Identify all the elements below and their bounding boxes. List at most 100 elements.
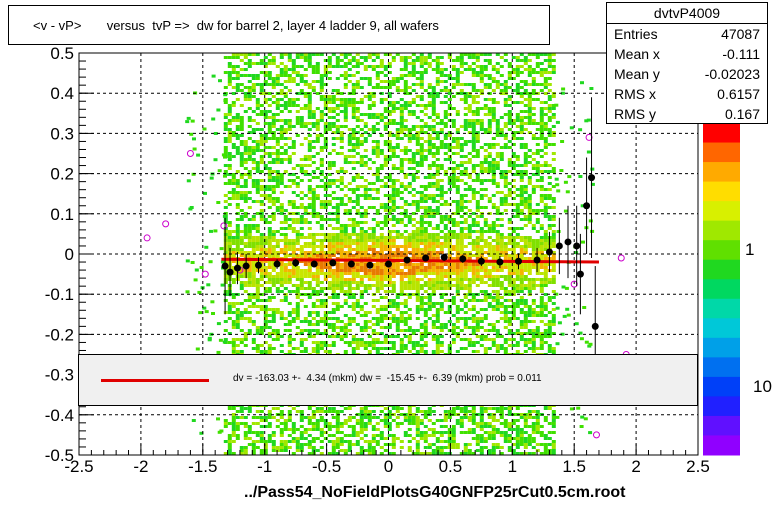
heatmap-cell: [435, 263, 440, 266]
heatmap-cell: [223, 329, 228, 332]
heatmap-cell: [471, 422, 476, 425]
heatmap-cell: [455, 71, 460, 74]
heatmap-cell: [387, 302, 392, 305]
heatmap-cell: [459, 425, 464, 428]
heatmap-cell: [339, 290, 344, 293]
heatmap-cell: [271, 347, 276, 350]
heatmap-cell: [379, 281, 384, 284]
heatmap-cell: [375, 440, 380, 443]
heatmap-cell: [383, 266, 388, 269]
heatmap-cell: [475, 317, 480, 320]
heatmap-cell: [231, 350, 236, 353]
heatmap-cell: [443, 236, 448, 239]
heatmap-cell: [475, 341, 480, 344]
heatmap-cell: [231, 413, 236, 416]
heatmap-cell: [319, 200, 324, 203]
heatmap-cell: [327, 317, 332, 320]
heatmap-cell: [363, 179, 368, 182]
heatmap-cell: [387, 62, 392, 65]
heatmap-cell: [231, 197, 236, 200]
heatmap-cell: [235, 134, 240, 137]
heatmap-cell: [435, 239, 440, 242]
heatmap-cell: [395, 326, 400, 329]
heatmap-cell: [443, 158, 448, 161]
heatmap-cell: [391, 275, 396, 278]
heatmap-cell: [267, 62, 272, 65]
heatmap-cell: [243, 56, 248, 59]
heatmap-cell: [339, 284, 344, 287]
heatmap-cell: [423, 62, 428, 65]
heatmap-cell: [351, 221, 356, 224]
heatmap-cell: [415, 233, 420, 236]
heatmap-cell: [491, 428, 496, 431]
heatmap-cell: [375, 257, 380, 260]
heatmap-cell: [415, 56, 420, 59]
heatmap-cell: [315, 266, 320, 269]
heatmap-cell: [483, 242, 488, 245]
heatmap-cell: [279, 263, 284, 266]
heatmap-cell: [303, 251, 308, 254]
heatmap-cell: [475, 71, 480, 74]
heatmap-cell: [315, 260, 320, 263]
heatmap-cell: [231, 272, 236, 275]
heatmap-cell: [335, 65, 340, 68]
heatmap-cell: [247, 317, 252, 320]
heatmap-cell: [347, 269, 352, 272]
heatmap-cell: [243, 161, 248, 164]
heatmap-cell: [279, 191, 284, 194]
heatmap-cell: [427, 254, 432, 257]
heatmap-cell: [339, 329, 344, 332]
heatmap-cell: [435, 113, 440, 116]
heatmap-cell: [279, 344, 284, 347]
heatmap-cell: [439, 164, 444, 167]
heatmap-cell: [359, 341, 364, 344]
heatmap-cell: [255, 122, 260, 125]
heatmap-cell: [407, 308, 412, 311]
heatmap-cell: [275, 332, 280, 335]
heatmap-cell: [227, 104, 232, 107]
heatmap-cell: [371, 446, 376, 449]
heatmap-cell: [235, 197, 240, 200]
heatmap-cell: [283, 74, 288, 77]
heatmap-cell: [271, 320, 276, 323]
heatmap-cell: [387, 86, 392, 89]
heatmap-cell: [223, 278, 228, 281]
heatmap-cell: [459, 284, 464, 287]
heatmap-cell: [447, 440, 452, 443]
heatmap-cell: [431, 59, 436, 62]
heatmap-cell: [443, 323, 448, 326]
heatmap-cell: [459, 347, 464, 350]
heatmap-cell: [375, 224, 380, 227]
heatmap-cell: [483, 230, 488, 233]
heatmap-cell: [383, 425, 388, 428]
heatmap-cell: [427, 266, 432, 269]
heatmap-cell: [259, 194, 264, 197]
heatmap-cell: [287, 272, 292, 275]
heatmap-cell: [399, 254, 404, 257]
heatmap-cell: [263, 197, 268, 200]
heatmap-cell: [471, 419, 476, 422]
heatmap-cell: [239, 140, 244, 143]
heatmap-cell: [391, 122, 396, 125]
heatmap-cell: [355, 245, 360, 248]
heatmap-cell: [395, 230, 400, 233]
heatmap-cell: [307, 323, 312, 326]
heatmap-cell: [351, 239, 356, 242]
heatmap-cell: [387, 443, 392, 446]
heatmap-cell: [303, 221, 308, 224]
heatmap-cell: [335, 422, 340, 425]
heatmap-cell: [263, 272, 268, 275]
heatmap-cell: [435, 212, 440, 215]
heatmap-cell: [487, 248, 492, 251]
heatmap-cell: [435, 446, 440, 449]
heatmap-cell: [355, 323, 360, 326]
heatmap-cell: [323, 257, 328, 260]
heatmap-cell: [351, 434, 356, 437]
heatmap-cell: [339, 146, 344, 149]
heatmap-cell: [279, 428, 284, 431]
heatmap-cell: [491, 284, 496, 287]
heatmap-cell: [463, 323, 468, 326]
heatmap-cell: [419, 83, 424, 86]
heatmap-cell: [271, 245, 276, 248]
heatmap-cell: [455, 140, 460, 143]
